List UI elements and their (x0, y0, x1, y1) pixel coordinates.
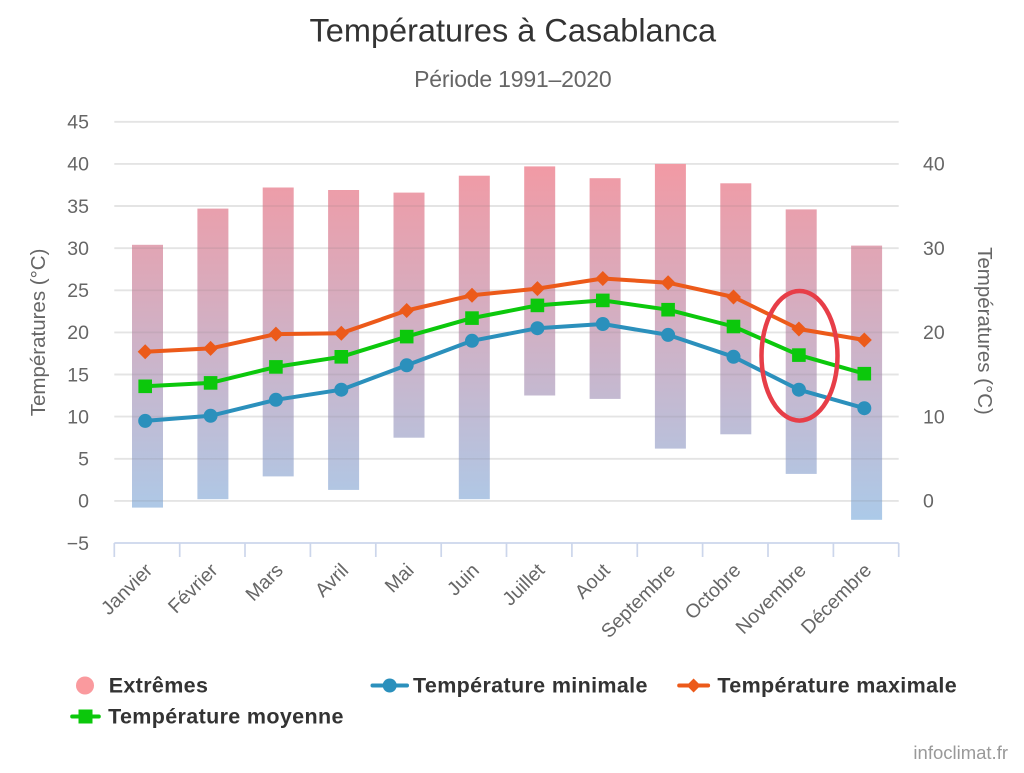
svg-text:Période 1991–2020: Période 1991–2020 (414, 66, 611, 92)
svg-text:30: 30 (923, 238, 945, 260)
svg-text:5: 5 (78, 449, 89, 471)
svg-text:10: 10 (923, 406, 945, 428)
svg-text:infoclimat.fr: infoclimat.fr (913, 742, 1008, 763)
svg-text:Températures (°C): Températures (°C) (973, 247, 996, 415)
svg-text:Températures (°C): Températures (°C) (27, 249, 50, 417)
svg-text:10: 10 (67, 406, 89, 428)
svg-text:Température minimale: Température minimale (413, 674, 648, 698)
svg-text:40: 40 (923, 154, 945, 176)
svg-text:0: 0 (78, 491, 89, 513)
svg-text:Température maximale: Température maximale (717, 674, 957, 698)
svg-text:Températures à Casablanca: Températures à Casablanca (310, 13, 717, 49)
svg-text:35: 35 (67, 196, 89, 218)
svg-text:20: 20 (67, 322, 89, 344)
svg-text:25: 25 (67, 280, 89, 302)
svg-text:0: 0 (923, 491, 934, 513)
svg-text:30: 30 (67, 238, 89, 260)
svg-text:15: 15 (67, 364, 89, 386)
svg-text:Extrêmes: Extrêmes (109, 674, 209, 698)
svg-text:20: 20 (923, 322, 945, 344)
svg-text:−5: −5 (67, 533, 89, 555)
svg-text:45: 45 (67, 112, 89, 134)
svg-text:40: 40 (67, 154, 89, 176)
svg-text:Température moyenne: Température moyenne (108, 705, 344, 729)
